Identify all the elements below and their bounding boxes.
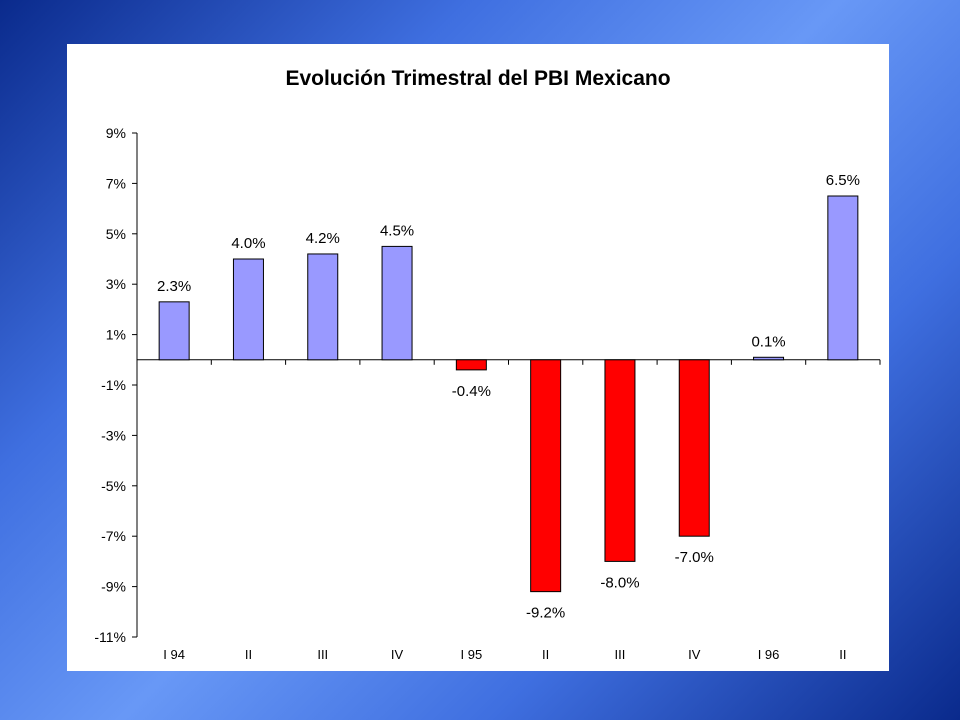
y-axis: 9% 7% 5% 3% 1% -1% -3% -5% -7% -9% -11% bbox=[94, 125, 138, 645]
data-label: -8.0% bbox=[600, 574, 639, 591]
x-tick-label: II bbox=[839, 647, 846, 662]
bar bbox=[232, 258, 264, 361]
x-axis: I 94 II III IV I 95 II III IV I 96 II bbox=[136, 359, 881, 662]
bar bbox=[678, 359, 710, 537]
data-label: 2.3% bbox=[157, 278, 191, 295]
data-label: -9.2% bbox=[526, 605, 565, 622]
x-tick-label: II bbox=[245, 647, 252, 662]
x-tick-label: III bbox=[615, 647, 626, 662]
bar bbox=[381, 245, 413, 361]
y-tick-label: -7% bbox=[101, 528, 126, 544]
y-tick-label: -3% bbox=[101, 427, 126, 443]
x-tick-label: III bbox=[317, 647, 328, 662]
bar bbox=[530, 359, 562, 593]
bar bbox=[827, 195, 859, 361]
y-tick-label: 9% bbox=[106, 125, 126, 141]
y-tick-label: -9% bbox=[101, 579, 126, 595]
x-tick-label: II bbox=[542, 647, 549, 662]
y-tick-label: 1% bbox=[106, 327, 126, 343]
y-tick-label: 5% bbox=[106, 226, 126, 242]
x-tick-label: I 96 bbox=[758, 647, 780, 662]
x-tick-label: I 94 bbox=[163, 647, 185, 662]
y-tick-label: -5% bbox=[101, 478, 126, 494]
x-tick-label: I 95 bbox=[461, 647, 483, 662]
bars bbox=[158, 195, 859, 593]
y-tick-label: 3% bbox=[106, 276, 126, 292]
data-label: -7.0% bbox=[675, 549, 714, 566]
data-label: 4.2% bbox=[306, 230, 340, 247]
y-tick-label: -1% bbox=[101, 377, 126, 393]
data-label: 4.0% bbox=[231, 235, 265, 252]
data-label: 0.1% bbox=[751, 333, 785, 350]
chart-title: Evolución Trimestral del PBI Mexicano bbox=[285, 67, 670, 90]
bar bbox=[307, 253, 339, 361]
bar bbox=[753, 356, 785, 361]
bar-chart: Evolución Trimestral del PBI Mexicano 9%… bbox=[94, 67, 881, 662]
bar bbox=[604, 359, 636, 562]
data-labels: 2.3% 4.0% 4.2% 4.5% -0.4% -9.2% -8.0% -7.0% 0.1%… bbox=[157, 172, 860, 622]
chart-panel: Evolución Trimestral del PBI Mexicano 9%… bbox=[67, 44, 889, 671]
y-tick-label: -11% bbox=[94, 629, 126, 645]
bar bbox=[158, 301, 190, 361]
data-label: 6.5% bbox=[826, 172, 860, 189]
y-tick-label: 7% bbox=[106, 175, 126, 191]
x-tick-label: IV bbox=[688, 647, 701, 662]
data-label: -0.4% bbox=[452, 383, 491, 400]
data-label: 4.5% bbox=[380, 222, 414, 239]
bar bbox=[455, 359, 487, 371]
x-tick-label: IV bbox=[391, 647, 404, 662]
